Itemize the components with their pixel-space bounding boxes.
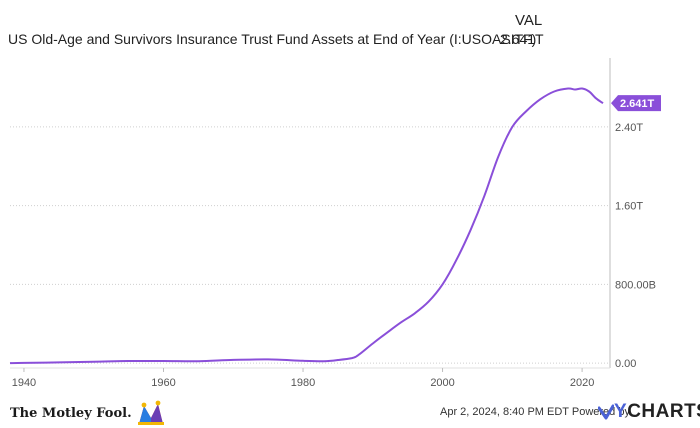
ycharts-logo[interactable]: YCHARTS <box>598 401 700 423</box>
val-column-label: VAL <box>515 12 543 29</box>
last-value-badge: 2.641T <box>611 95 661 112</box>
last-value-label: 2.641T <box>620 98 655 110</box>
x-tick-label: 1980 <box>291 377 315 389</box>
y-tick-label: 0.00 <box>615 358 636 370</box>
grid-lines <box>10 126 610 364</box>
brand-name: The Motley Fool. <box>10 405 132 421</box>
y-tick-labels: 0.00 800.00B 1.60T 2.40T <box>615 122 656 370</box>
val-column-value: 2.641T <box>500 31 544 47</box>
chart-title[interactable]: US Old-Age and Survivors Insurance Trust… <box>8 31 537 47</box>
jester-hat-icon <box>137 400 164 425</box>
x-tick-label: 2000 <box>430 377 454 389</box>
last-value-badge-shape <box>611 95 661 112</box>
y-tick-label: 800.00B <box>615 279 656 291</box>
motley-fool-logo: The Motley Fool. <box>10 400 166 426</box>
ycharts-wordmark-rest: CHARTS <box>627 401 700 422</box>
x-tick-label: 2020 <box>570 377 594 389</box>
ycharts-wordmark: YCHARTS <box>614 401 700 423</box>
ycharts-wordmark-y: Y <box>614 401 628 422</box>
x-tick-labels: 1940 1960 1980 2000 2020 <box>12 368 594 389</box>
series-line[interactable] <box>9 87 604 365</box>
y-tick-label: 2.40T <box>615 122 643 134</box>
line-chart: 0.00 800.00B 1.60T 2.40T 1940 1960 1980 2000 20… <box>9 58 661 389</box>
timestamp: Apr 2, 2024, 8:40 PM EDT <box>440 406 569 418</box>
x-tick-label: 1940 <box>12 377 36 389</box>
y-tick-label: 1.60T <box>615 201 643 213</box>
chart-header: VAL US Old-Age and Survivors Insurance T… <box>0 0 700 50</box>
ycharts-check-icon <box>598 404 614 420</box>
x-tick-label: 1960 <box>151 377 175 389</box>
footer: The Motley Fool. Apr 2, 2024, 8:40 PM ED… <box>0 392 700 428</box>
